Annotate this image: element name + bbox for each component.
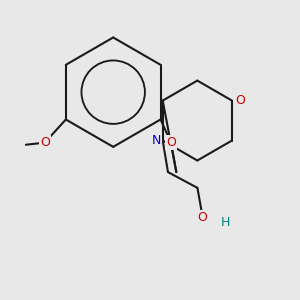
Text: O: O	[40, 136, 50, 149]
Text: O: O	[236, 94, 245, 107]
Text: H: H	[221, 216, 230, 229]
Text: N: N	[152, 134, 161, 147]
Text: O: O	[198, 211, 208, 224]
Text: O: O	[166, 136, 176, 149]
